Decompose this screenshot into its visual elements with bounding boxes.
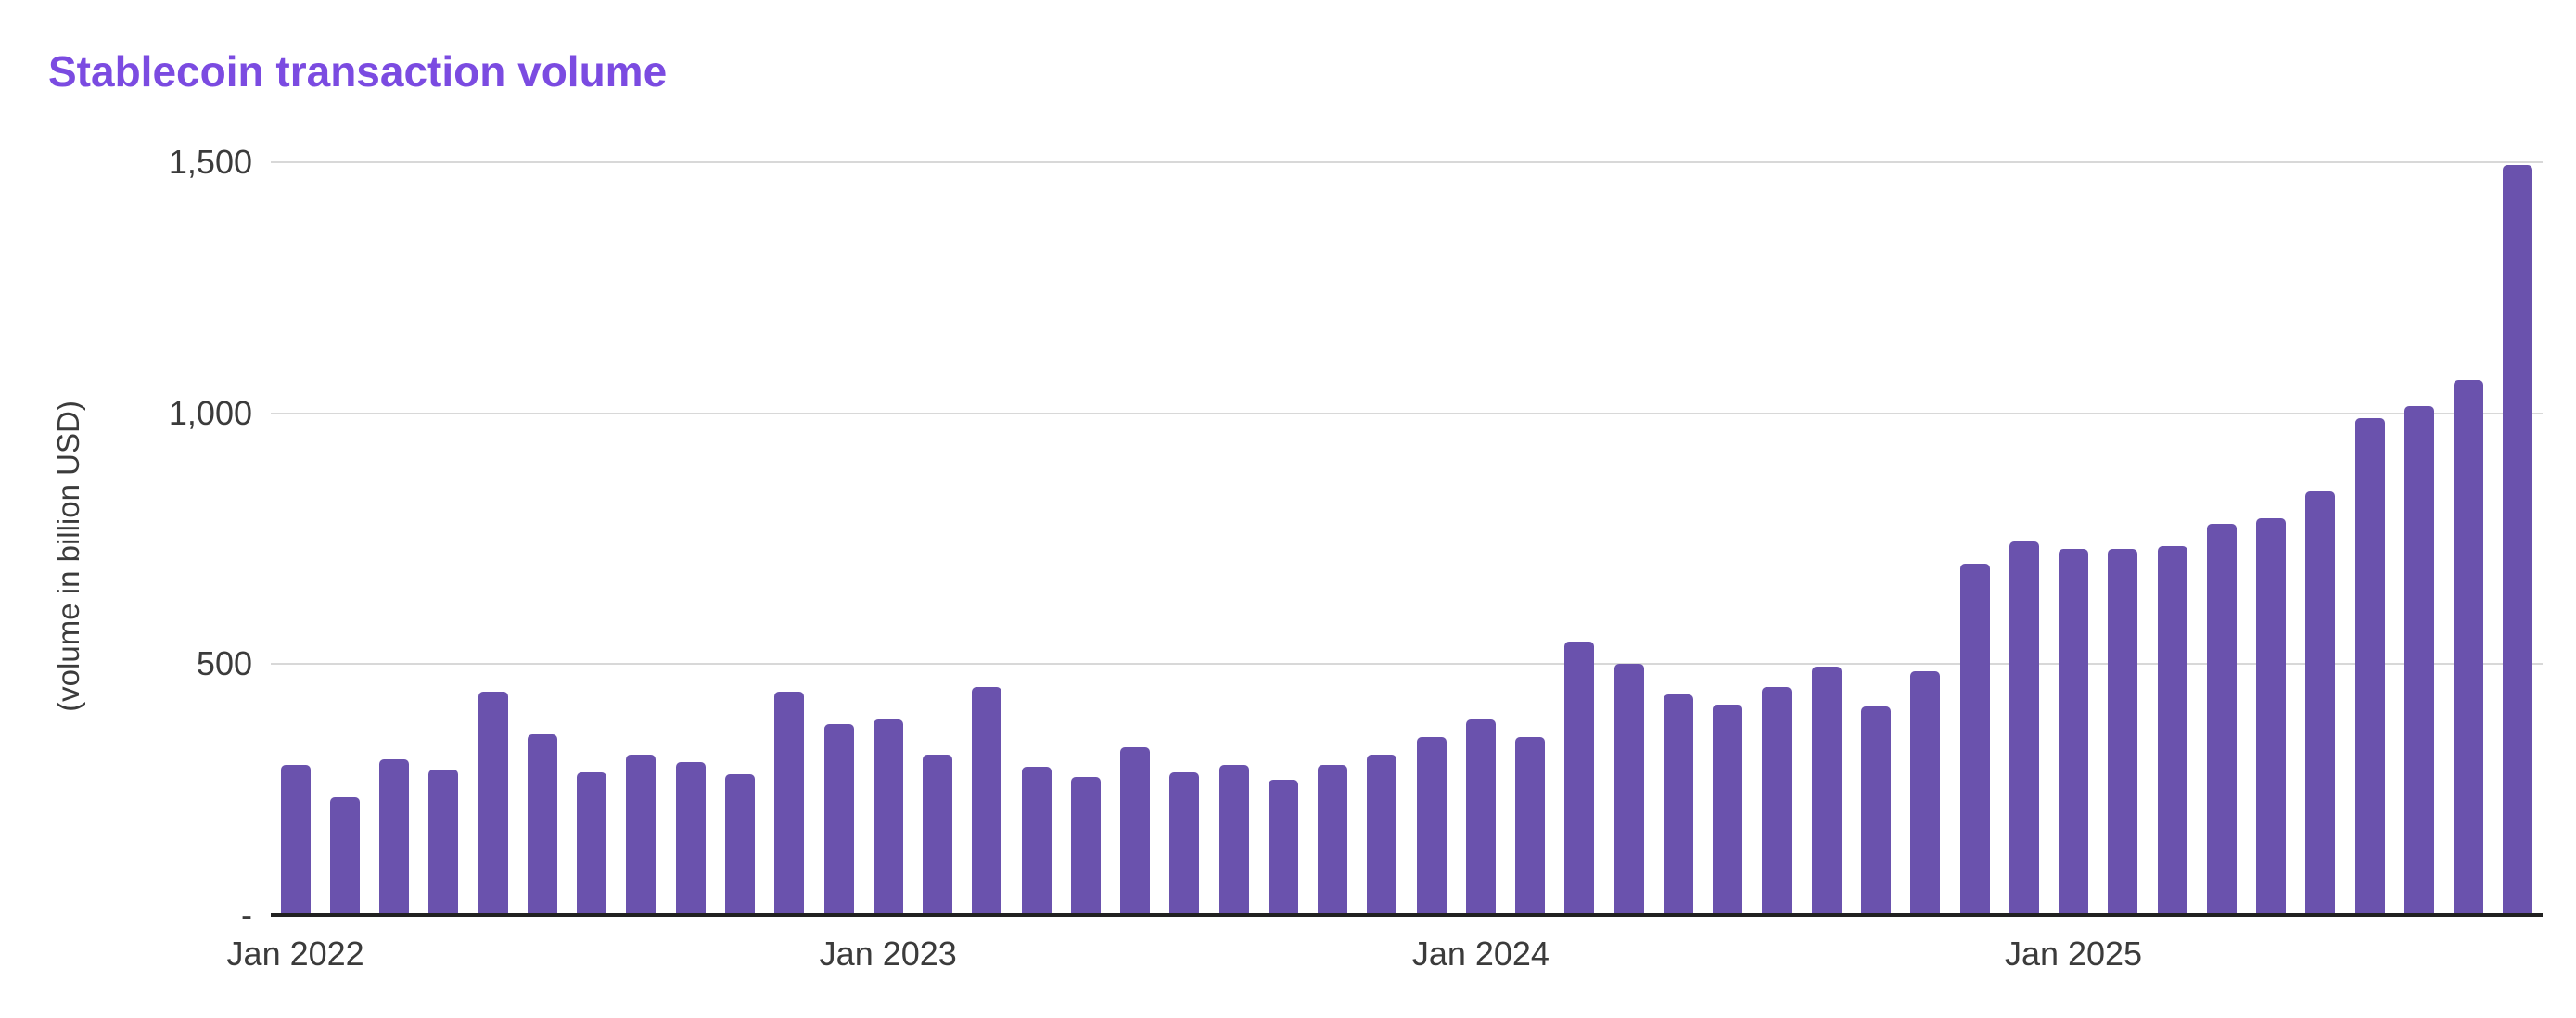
bar-aug-2022 <box>626 754 657 915</box>
bar-aug-2023 <box>1218 764 1249 915</box>
bar-apr-2025 <box>2206 523 2237 915</box>
bar-mar-2025 <box>2157 546 2187 915</box>
x-axis-tick-label-jan-2025: Jan 2025 <box>2004 935 2143 973</box>
bar-dec-2022 <box>823 724 854 915</box>
bar-jan-2022 <box>280 764 311 915</box>
bar-aug-2025 <box>2404 405 2434 915</box>
bar-feb-2022 <box>329 796 360 915</box>
y-axis-title: (volume in billion USD) <box>51 401 85 712</box>
bar-feb-2023 <box>923 754 953 915</box>
bar-nov-2024 <box>1959 564 1990 915</box>
bar-may-2022 <box>478 692 508 915</box>
gridline-1500 <box>271 161 2543 163</box>
bar-oct-2022 <box>724 774 755 915</box>
bar-jun-2022 <box>527 734 557 915</box>
bar-oct-2024 <box>1910 671 1941 915</box>
bar-sep-2025 <box>2454 380 2484 915</box>
bar-jul-2022 <box>577 771 607 915</box>
bar-feb-2025 <box>2108 548 2138 915</box>
bar-jul-2024 <box>1762 686 1792 915</box>
bar-may-2023 <box>1070 777 1101 915</box>
bar-dec-2024 <box>2009 541 2039 915</box>
bar-feb-2024 <box>1515 736 1546 915</box>
x-axis-tick-label-jan-2024: Jan 2024 <box>1411 935 1549 973</box>
bar-jan-2025 <box>2059 548 2089 915</box>
bar-jan-2024 <box>1465 719 1496 915</box>
bar-jun-2025 <box>2305 490 2336 915</box>
y-axis-tick-label: 1,500 <box>168 143 252 181</box>
bar-dec-2023 <box>1416 736 1447 915</box>
bar-jul-2025 <box>2354 418 2385 915</box>
y-axis-tick-label: 1,000 <box>168 393 252 432</box>
gridline-500 <box>271 663 2543 666</box>
bar-oct-2025 <box>2503 164 2533 915</box>
x-axis-baseline <box>271 913 2543 917</box>
bar-sep-2023 <box>1268 779 1298 915</box>
bar-may-2024 <box>1663 694 1693 915</box>
y-axis-tick-label: 500 <box>196 644 252 683</box>
bar-oct-2023 <box>1318 764 1348 915</box>
bar-mar-2022 <box>379 759 410 915</box>
x-axis-tick-label-jan-2023: Jan 2023 <box>819 935 957 973</box>
bar-mar-2024 <box>1564 641 1595 915</box>
bar-aug-2024 <box>1811 667 1842 915</box>
bar-apr-2023 <box>1021 767 1052 915</box>
x-axis-tick-label-jan-2022: Jan 2022 <box>226 935 364 973</box>
plot-area <box>271 161 2543 917</box>
bar-jan-2023 <box>873 719 903 915</box>
bar-apr-2022 <box>428 770 459 915</box>
bar-sep-2024 <box>1860 706 1891 915</box>
bar-jun-2024 <box>1713 704 1743 915</box>
bar-apr-2024 <box>1613 664 1644 915</box>
bar-jun-2023 <box>1120 746 1151 915</box>
bar-nov-2022 <box>774 692 805 915</box>
bar-mar-2023 <box>972 686 1002 915</box>
gridline-1000 <box>271 412 2543 414</box>
bar-jul-2023 <box>1169 771 1200 915</box>
bar-may-2025 <box>2256 518 2287 915</box>
bar-nov-2023 <box>1367 754 1397 915</box>
bar-sep-2022 <box>675 761 706 915</box>
y-axis-tick-label: - <box>241 896 252 934</box>
chart-title: Stablecoin transaction volume <box>48 47 668 95</box>
